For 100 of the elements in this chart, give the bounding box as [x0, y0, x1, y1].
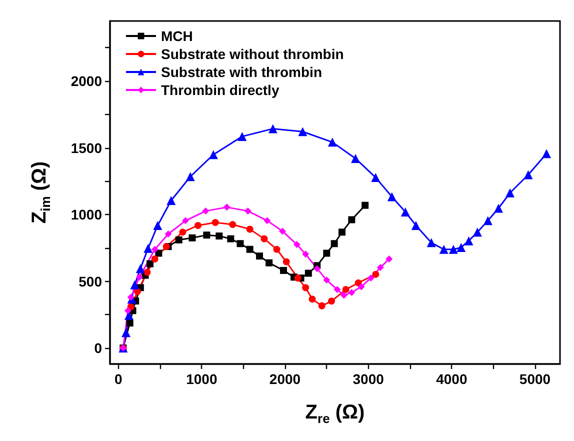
point	[524, 170, 533, 180]
legend-label: MCH	[161, 28, 193, 44]
point	[122, 328, 130, 338]
point	[448, 244, 458, 254]
point	[216, 232, 223, 240]
point	[302, 284, 310, 292]
y-tick-label: 1000	[70, 206, 102, 223]
legend-label: Substrate without thrombin	[161, 46, 344, 62]
point	[188, 234, 196, 242]
point	[153, 220, 162, 230]
point	[542, 149, 551, 158]
point	[464, 236, 474, 246]
point	[244, 208, 252, 215]
point	[212, 219, 219, 226]
point	[236, 240, 244, 248]
y-tick-label: 2000	[70, 73, 102, 90]
point	[229, 221, 236, 228]
point	[302, 250, 310, 258]
point	[194, 222, 202, 229]
point	[318, 302, 326, 310]
point	[130, 280, 140, 290]
point	[342, 286, 350, 294]
point	[227, 235, 234, 242]
point	[330, 240, 338, 248]
point	[151, 255, 158, 262]
point	[372, 270, 380, 278]
point	[208, 150, 218, 160]
point	[411, 220, 420, 230]
y-tick-label: 0	[94, 340, 102, 356]
point	[256, 252, 263, 260]
point	[386, 255, 393, 262]
point	[279, 228, 286, 235]
point	[472, 228, 482, 237]
point	[223, 204, 230, 211]
x-tick-label: 5000	[519, 371, 551, 387]
point	[146, 260, 154, 268]
point	[328, 298, 335, 305]
x-tick-label: 2000	[269, 371, 301, 387]
point	[273, 246, 280, 253]
point	[246, 226, 254, 233]
point	[202, 208, 210, 215]
point	[164, 230, 172, 238]
point	[260, 235, 268, 242]
point	[175, 236, 182, 244]
x-tick-label: 0	[114, 371, 122, 387]
point	[268, 124, 278, 134]
point	[127, 294, 134, 301]
point	[506, 188, 514, 198]
legend-label: Substrate with thrombin	[161, 64, 322, 80]
y-axis-title: Zim (Ω)	[28, 161, 53, 224]
point	[323, 250, 330, 257]
point	[144, 268, 151, 276]
point	[439, 244, 448, 254]
point	[136, 274, 143, 281]
point	[238, 132, 247, 141]
point	[387, 192, 396, 202]
point	[203, 232, 210, 239]
point	[367, 274, 374, 282]
point	[371, 173, 380, 182]
point	[304, 270, 312, 277]
point	[314, 265, 321, 272]
point	[376, 264, 384, 272]
point	[294, 274, 302, 282]
point	[323, 276, 330, 284]
y-tick-label: 1500	[70, 140, 102, 156]
point	[186, 172, 195, 182]
point	[298, 127, 308, 136]
point	[400, 207, 410, 216]
point	[348, 216, 356, 224]
point	[426, 238, 436, 248]
point	[351, 154, 360, 163]
point	[166, 196, 176, 206]
point	[456, 242, 466, 252]
point	[348, 288, 356, 296]
point	[280, 266, 287, 274]
point	[494, 204, 503, 213]
x-tick-label: 4000	[436, 371, 468, 387]
point	[179, 228, 186, 236]
point	[264, 217, 271, 224]
y-tick-label: 500	[78, 273, 102, 290]
x-tick-label: 1000	[186, 371, 218, 387]
point	[266, 259, 273, 266]
point	[338, 228, 346, 236]
point	[246, 246, 254, 253]
point	[358, 283, 365, 290]
x-tick-label: 3000	[352, 371, 384, 387]
point	[483, 216, 492, 226]
point	[144, 244, 153, 253]
point	[136, 264, 145, 274]
point	[308, 296, 316, 303]
point	[293, 241, 300, 248]
point	[126, 320, 134, 327]
point	[328, 138, 337, 147]
point	[362, 202, 369, 209]
point	[182, 217, 189, 224]
point	[282, 258, 290, 266]
point	[124, 307, 132, 314]
point	[151, 246, 158, 253]
point	[340, 292, 348, 299]
point	[334, 286, 341, 294]
